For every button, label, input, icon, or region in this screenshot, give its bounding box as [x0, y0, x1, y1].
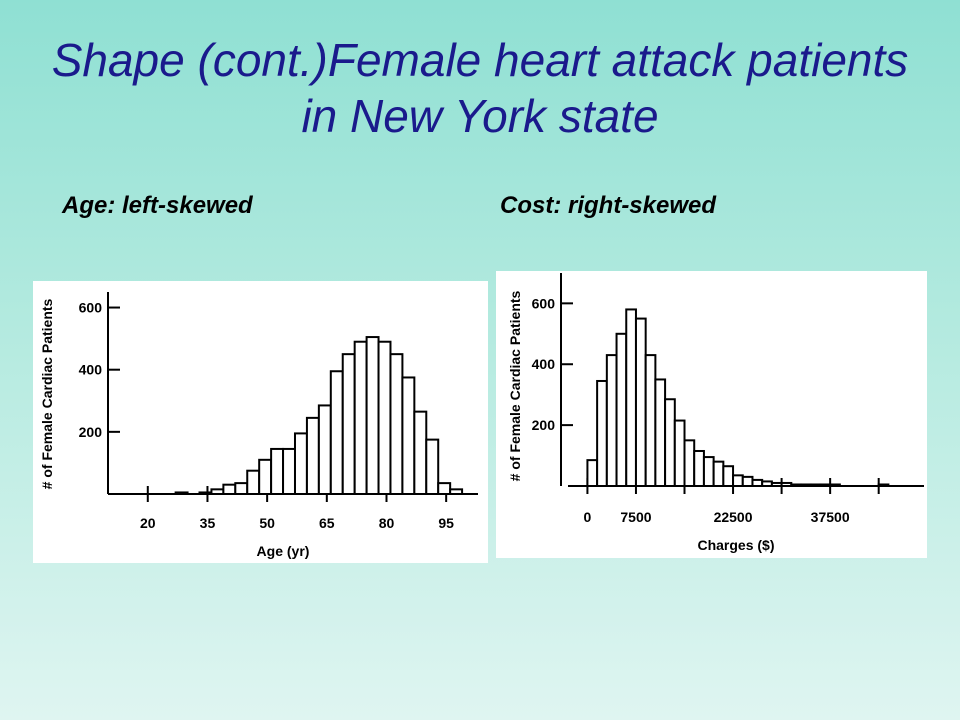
charges-y-tick-label: 400: [532, 356, 556, 372]
charges-y-tick-label: 200: [532, 417, 556, 433]
charges-bar: [634, 317, 647, 487]
age-bar: [401, 376, 416, 495]
charges-bar: [732, 474, 744, 487]
charges-bar: [654, 378, 667, 487]
age-bar: [258, 458, 273, 495]
charges-x-tick-label: 0: [584, 509, 592, 525]
age-bar: [174, 491, 189, 495]
age-x-tick-label: 35: [200, 515, 216, 531]
age-histogram-panel: 200 400 600 20 35 50 65 80 95 Age (yr) # of Female…: [33, 281, 488, 563]
charges-bar: [586, 459, 599, 487]
charges-histogram-panel: 200 400 600 0 7500 22500 37500 Charges ($) # of …: [496, 271, 927, 558]
charges-bar: [790, 483, 803, 487]
charges-bar: [605, 354, 618, 488]
age-bar: [437, 482, 452, 495]
charges-bar: [780, 481, 793, 488]
charges-bar: [741, 475, 754, 487]
age-y-axis-title: # of Female Cardiac Patients: [39, 298, 55, 489]
charges-bar: [751, 478, 764, 487]
age-bar: [377, 340, 392, 495]
age-subtitle: Age: left-skewed: [62, 192, 253, 219]
age-bar: [425, 438, 440, 496]
charges-x-tick-label: 22500: [714, 509, 753, 525]
charges-bar: [673, 419, 686, 487]
age-x-tick-label: 65: [319, 515, 335, 531]
age-histogram: 200 400 600 20 35 50 65 80 95 Age (yr) # of Female…: [39, 292, 478, 559]
charges-bar: [877, 483, 890, 487]
charges-bar: [702, 456, 715, 488]
cost-subtitle: Cost: right-skewed: [500, 192, 717, 219]
charges-bar: [615, 332, 628, 488]
age-bar: [305, 416, 320, 495]
charges-bar: [722, 465, 735, 488]
charges-bar: [693, 449, 705, 487]
age-y-tick-label: 200: [79, 424, 103, 440]
age-bar: [389, 353, 404, 496]
charges-bar: [596, 379, 608, 487]
charges-bar: [800, 483, 812, 487]
charges-bar: [683, 439, 696, 488]
charges-bar: [664, 398, 676, 487]
age-bar: [293, 432, 308, 495]
charges-histogram: 200 400 600 0 7500 22500 37500 Charges ($) # of …: [507, 273, 924, 553]
age-x-tick-label: 20: [140, 515, 156, 531]
age-bar: [198, 491, 213, 495]
charges-x-axis-title: Charges ($): [697, 537, 774, 553]
age-bar: [234, 482, 249, 495]
charges-bar: [809, 483, 822, 487]
age-bar: [222, 483, 237, 496]
charges-bar: [829, 483, 841, 487]
age-bar: [413, 410, 428, 495]
age-x-tick-label: 80: [379, 515, 395, 531]
charges-bar: [761, 480, 773, 487]
charges-bar: [625, 308, 637, 487]
age-y-tick-label: 600: [79, 300, 103, 316]
age-bar: [449, 488, 464, 495]
charges-y-tick-label: 600: [532, 295, 556, 311]
age-bar: [365, 336, 380, 495]
slide-title: Shape (cont.)Female heart attack patient…: [51, 34, 909, 142]
charges-bar: [770, 481, 783, 488]
age-x-tick-label: 50: [259, 515, 275, 531]
charges-x-tick-label: 7500: [620, 509, 651, 525]
age-bar: [282, 447, 296, 495]
age-bar: [210, 488, 225, 495]
age-bar: [246, 469, 261, 495]
charges-x-tick-label: 37500: [811, 509, 850, 525]
charges-bar: [819, 483, 832, 487]
age-bar: [270, 447, 285, 495]
charges-bar: [712, 460, 725, 488]
age-bar: [317, 404, 332, 495]
age-bar: [341, 353, 356, 496]
age-y-tick-label: 400: [79, 362, 103, 378]
age-x-tick-label: 95: [438, 515, 454, 531]
age-bar: [353, 340, 368, 495]
age-x-axis-title: Age (yr): [257, 543, 310, 559]
age-bar: [329, 370, 344, 495]
charges-y-axis-title: # of Female Cardiac Patients: [507, 290, 523, 481]
charges-bar: [644, 354, 657, 488]
